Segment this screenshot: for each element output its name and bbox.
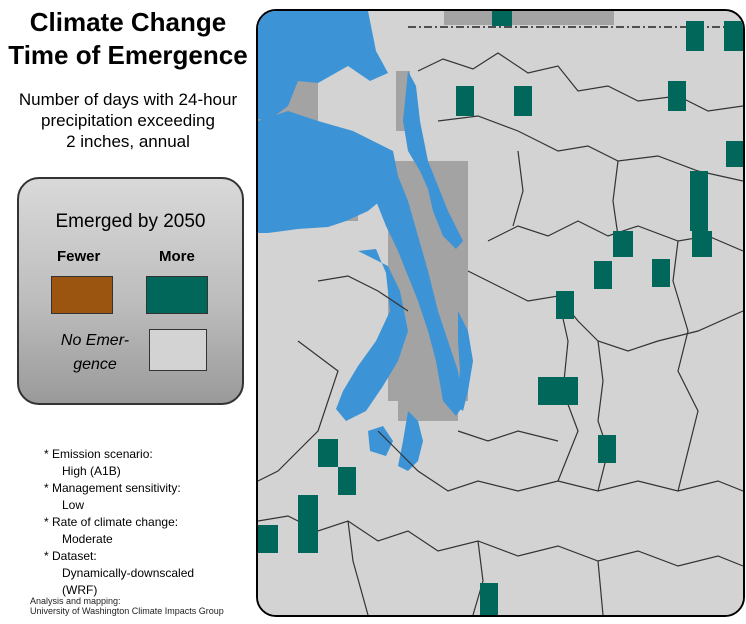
credit-text: Analysis and mapping: University of Wash… xyxy=(30,596,224,616)
subtitle-line-1: Number of days with 24-hour xyxy=(18,90,238,109)
map-canvas xyxy=(258,11,743,615)
legend-fewer-swatch xyxy=(51,276,113,314)
legend-more-swatch xyxy=(146,276,208,314)
no-emergence-line-2: gence xyxy=(73,356,117,373)
credit-line-1: Analysis and mapping: xyxy=(30,596,121,606)
note-dataset-value: Dynamically-downscaled xyxy=(62,566,195,580)
title-line-2: Time of Emergence xyxy=(8,40,248,70)
note-dataset-value-2: (WRF) xyxy=(62,583,98,597)
legend-fewer-label: Fewer xyxy=(57,248,101,265)
map-title: Climate Change Time of Emergence xyxy=(0,6,256,72)
subtitle-line-2: precipitation exceeding xyxy=(41,111,215,130)
note-emission-label: * Emission scenario: xyxy=(44,447,153,461)
legend-more-label: More xyxy=(159,248,195,265)
map-panel[interactable] xyxy=(256,9,745,617)
title-line-1: Climate Change xyxy=(29,7,227,37)
subtitle-line-3: 2 inches, annual xyxy=(66,132,190,151)
note-dataset-label: * Dataset: xyxy=(44,549,97,563)
legend-title: Emerged by 2050 xyxy=(55,211,206,232)
legend-no-emergence-label: No Emer- gence xyxy=(49,329,141,377)
map-subtitle: Number of days with 24-hour precipitatio… xyxy=(0,89,256,152)
credit-line-2: University of Washington Climate Impacts… xyxy=(30,606,224,616)
puget-sound-water xyxy=(258,11,473,471)
land-area xyxy=(258,11,743,615)
note-emission-value: High (A1B) xyxy=(62,464,121,478)
note-rate-value: Moderate xyxy=(62,532,113,546)
scenario-notes: * Emission scenario: High (A1B) * Manage… xyxy=(44,446,194,599)
legend-no-emergence-swatch xyxy=(149,329,207,371)
note-management-label: * Management sensitivity: xyxy=(44,481,181,495)
note-rate-label: * Rate of climate change: xyxy=(44,515,179,529)
emerged-more-cells xyxy=(258,11,743,615)
legend-box: Emerged by 2050 Fewer More No Emer- genc… xyxy=(17,177,244,405)
no-emergence-line-1: No Emer- xyxy=(60,332,130,349)
note-management-value: Low xyxy=(62,498,85,512)
